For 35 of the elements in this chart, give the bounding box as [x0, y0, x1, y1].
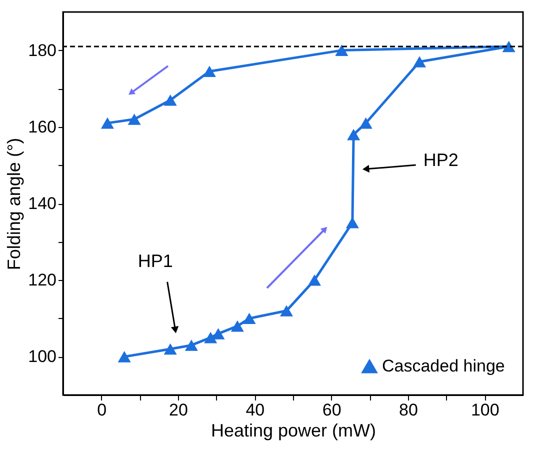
annotation: HP2 — [423, 150, 458, 170]
point — [346, 217, 359, 228]
x-tick-label: 0 — [97, 400, 107, 420]
point — [359, 117, 372, 129]
annotation: HP1 — [138, 250, 173, 271]
point — [347, 128, 360, 140]
x-tick-label: 100 — [470, 400, 500, 420]
point — [412, 56, 426, 68]
y-tick-label: 120 — [28, 270, 56, 290]
x-tick-label: 40 — [246, 400, 265, 420]
point — [164, 94, 177, 106]
point — [128, 114, 141, 125]
x-tick-label: 80 — [399, 400, 418, 420]
y-tick-label: 100 — [28, 347, 56, 366]
point — [118, 351, 131, 362]
x-tick-label: 60 — [322, 400, 342, 420]
point — [308, 274, 321, 286]
point — [335, 44, 348, 56]
y-tick-label: 180 — [28, 40, 56, 60]
point — [204, 332, 218, 344]
legend-label: Cascaded hinge — [382, 356, 505, 376]
x-tick-label: 20 — [169, 400, 188, 420]
y-tick-label: 140 — [28, 194, 56, 213]
point — [230, 320, 244, 332]
point — [280, 305, 293, 316]
point — [184, 340, 198, 351]
point — [502, 40, 516, 52]
point — [242, 312, 256, 324]
point — [100, 117, 114, 129]
y-tick-label: 160 — [28, 117, 56, 136]
point — [212, 328, 225, 340]
x-axis-title: Heating power (mW) — [210, 420, 376, 440]
point — [202, 66, 216, 78]
point — [164, 343, 177, 355]
y-axis-title: Folding angle (°) — [4, 138, 24, 270]
